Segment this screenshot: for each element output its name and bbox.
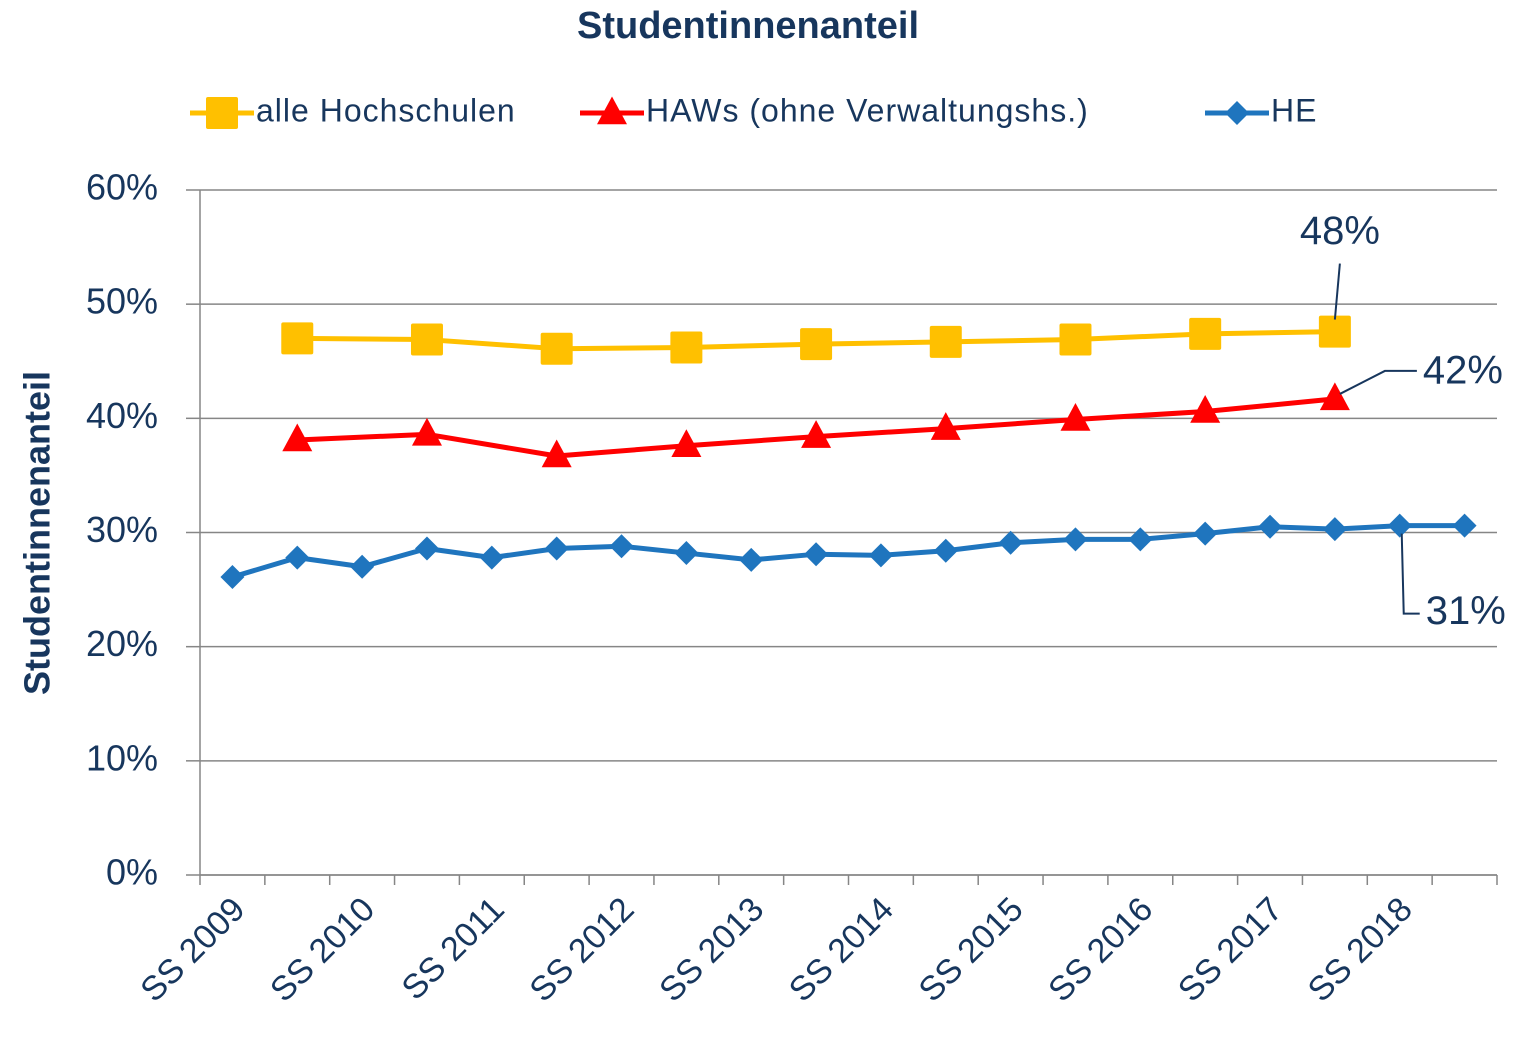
data-point: [1387, 513, 1412, 538]
series-line: [424, 337, 560, 352]
y-tick-label: 0%: [106, 852, 158, 893]
x-tick-label: SS 2015: [912, 890, 1031, 1009]
x-tick-label: SS 2013: [652, 890, 771, 1009]
legend-label: HE: [1271, 92, 1317, 128]
data-point: [933, 538, 958, 563]
data-point: [998, 530, 1023, 555]
chart-title: Studentinnenanteil: [577, 5, 919, 47]
data-point: [1128, 527, 1153, 552]
series-line: [424, 545, 495, 561]
x-tick-label: SS 2017: [1171, 890, 1290, 1009]
series-line: [229, 555, 300, 580]
data-point: [1063, 527, 1088, 552]
data-label: 42%: [1423, 348, 1503, 392]
series-line: [943, 416, 1078, 432]
legend-marker: [597, 96, 627, 125]
data-point: [282, 423, 313, 452]
y-tick-label: 60%: [86, 167, 158, 208]
data-point: [1059, 323, 1092, 356]
legend-label: alle Hochschulen: [256, 92, 516, 128]
data-point: [1060, 402, 1091, 431]
data-point: [1258, 514, 1283, 539]
data-point: [411, 417, 442, 446]
data-point: [1190, 394, 1221, 423]
data-point: [540, 332, 573, 365]
series-line: [554, 443, 689, 459]
y-tick-label: 30%: [86, 509, 158, 550]
data-point: [479, 545, 504, 570]
data-point: [410, 323, 443, 356]
data-point: [1318, 315, 1351, 348]
data-point: [1193, 521, 1218, 546]
data-point: [1452, 513, 1477, 538]
data-point: [674, 541, 699, 566]
y-axis-label: Studentinnenanteil: [17, 371, 58, 695]
data-point: [414, 536, 439, 561]
data-point: [670, 331, 703, 364]
series-line: [1072, 408, 1208, 422]
data-point: [544, 536, 569, 561]
x-tick-label: SS 2011: [395, 890, 512, 1007]
series-line: [294, 555, 365, 570]
data-point: [739, 547, 764, 572]
data-point: [801, 420, 832, 448]
series-line: [554, 345, 689, 352]
data-label: 31%: [1426, 589, 1506, 633]
data-point: [1189, 317, 1222, 350]
series-line: [943, 337, 1078, 345]
x-tick-label: SS 2010: [263, 890, 382, 1009]
data-point: [804, 542, 829, 567]
data-label: 48%: [1300, 209, 1380, 253]
series-line: [813, 339, 949, 347]
leader-line: [1400, 533, 1420, 615]
x-tick-label: SS 2009: [133, 890, 252, 1009]
data-point: [1319, 382, 1350, 411]
x-tick-label: SS 2018: [1301, 890, 1420, 1009]
series-line: [1202, 329, 1338, 337]
series-line: [294, 335, 430, 343]
y-tick-label: 50%: [86, 281, 158, 322]
series-line: [359, 545, 430, 570]
data-point: [800, 328, 833, 361]
data-point: [868, 543, 893, 568]
series-line: [813, 426, 949, 440]
data-point: [281, 322, 314, 355]
leader-line: [1339, 369, 1417, 395]
data-point: [220, 565, 245, 590]
data-point: [671, 429, 702, 457]
legend-marker: [206, 97, 238, 129]
data-point: [1322, 517, 1347, 542]
series-line: [1072, 331, 1208, 343]
legend-label: HAWs (ohne Verwaltungshs.): [646, 92, 1089, 128]
series-line: [1202, 396, 1338, 414]
data-point: [930, 412, 961, 440]
y-tick-label: 20%: [86, 623, 158, 664]
data-point: [285, 545, 310, 570]
data-point: [350, 554, 375, 579]
series-line: [294, 431, 430, 443]
y-tick-label: 10%: [86, 737, 158, 778]
leader-line: [1333, 263, 1341, 320]
data-point: [609, 534, 634, 559]
series-line: [683, 341, 819, 351]
x-tick-label: SS 2012: [522, 890, 641, 1009]
series-line: [424, 431, 560, 459]
series-line: [489, 545, 560, 561]
series-line: [683, 434, 819, 449]
data-point: [541, 439, 572, 468]
x-tick-label: SS 2014: [782, 890, 901, 1009]
legend-marker: [1225, 101, 1249, 125]
x-tick-label: SS 2016: [1041, 890, 1160, 1009]
y-tick-label: 40%: [86, 395, 158, 436]
data-point: [929, 325, 962, 358]
series-line: [943, 540, 1014, 554]
